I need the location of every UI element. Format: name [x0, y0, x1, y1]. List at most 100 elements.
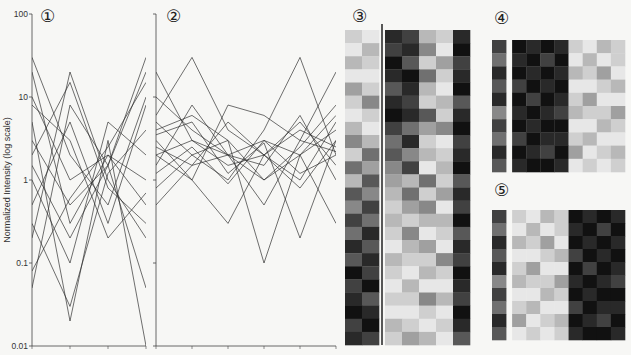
profile-line: [156, 105, 336, 205]
heat-cell: [402, 83, 419, 96]
heat-cell: [402, 306, 419, 319]
heat-cell: [345, 293, 362, 306]
heat-cell: [526, 40, 540, 54]
heat-cell: [492, 40, 506, 54]
y-axis-label: Normalized Intensity (log scale): [2, 117, 12, 243]
heat-cell: [492, 249, 506, 262]
heat-cell: [512, 132, 526, 146]
heat-cell: [540, 301, 554, 314]
heat-cell: [583, 288, 597, 301]
heat-cell: [583, 53, 597, 66]
profile-line: [32, 140, 146, 288]
heat-cell: [583, 80, 597, 94]
heat-cell: [569, 80, 583, 94]
heat-cell: [436, 69, 453, 82]
divider: [381, 24, 383, 345]
y-tick: [153, 263, 156, 264]
heat-cell: [345, 69, 362, 82]
lines: [156, 57, 336, 263]
heat-cell: [345, 30, 362, 43]
heat-cell: [569, 93, 583, 107]
heat-cell: [569, 288, 583, 301]
heat-cell: [419, 240, 436, 253]
heat-cell: [554, 132, 568, 146]
heat-cell: [512, 53, 526, 66]
heat-cell: [453, 332, 470, 345]
heat-cell: [453, 96, 470, 109]
heat-cell: [453, 266, 470, 279]
heat-cell: [492, 301, 506, 314]
heat-cell: [526, 132, 540, 146]
y-tick: [29, 346, 32, 347]
heat-cell: [385, 96, 402, 109]
heat-cell: [597, 236, 611, 249]
heat-cell: [419, 122, 436, 135]
heat-cell: [345, 161, 362, 174]
heat-cell: [569, 262, 583, 275]
heat-cell: [569, 106, 583, 120]
heat-cell: [402, 319, 419, 332]
heat-cell: [362, 30, 379, 43]
heat-cell: [512, 119, 526, 133]
profile-line: [32, 72, 146, 238]
heat-cell: [345, 279, 362, 292]
heat-cell: [611, 66, 625, 80]
heat-cell: [436, 161, 453, 174]
heat-cell: [362, 148, 379, 161]
heat-cell: [611, 223, 625, 236]
heat-cell: [436, 201, 453, 214]
heat-cell: [597, 249, 611, 262]
heat-cell: [569, 314, 583, 327]
heat-cell: [419, 188, 436, 201]
heat-cell: [492, 236, 506, 249]
heat-cell: [345, 188, 362, 201]
heat-cell: [611, 93, 625, 107]
heat-cell: [597, 275, 611, 288]
heat-cell: [345, 253, 362, 266]
heat-cell: [436, 319, 453, 332]
heat-cell: [540, 80, 554, 94]
heat-cell: [419, 56, 436, 69]
heat-cell: [436, 279, 453, 292]
profile-line: [32, 105, 146, 238]
profile-line: [32, 57, 146, 205]
y-tick: [29, 180, 32, 181]
profile-line: [156, 105, 336, 180]
heat-cell: [492, 314, 506, 327]
heat-cell: [453, 319, 470, 332]
y-tick: [29, 97, 32, 98]
heat-cell: [385, 293, 402, 306]
heat-cell: [453, 201, 470, 214]
heat-cell: [526, 262, 540, 275]
heat-cell: [362, 174, 379, 187]
heat-cell: [436, 148, 453, 161]
x-tick: [32, 346, 33, 349]
heat-cell: [453, 240, 470, 253]
heat-cell: [419, 148, 436, 161]
heat-cell: [611, 301, 625, 314]
heat-cell: [512, 314, 526, 327]
heat-cell: [526, 119, 540, 133]
heat-cell: [540, 249, 554, 262]
y-tick-label: 10: [19, 92, 29, 102]
heat-cell: [419, 69, 436, 82]
heat-cell: [526, 93, 540, 107]
figure: 0.010.1110100Normalized Intensity (log s…: [0, 0, 631, 355]
x-tick: [228, 346, 229, 349]
heat-cell: [512, 249, 526, 262]
heat-cell: [362, 109, 379, 122]
heat-cell: [492, 66, 506, 80]
heatmap: [345, 30, 470, 345]
x-tick: [264, 346, 265, 349]
heat-cell: [512, 236, 526, 249]
heat-cell: [419, 135, 436, 148]
heat-cell: [362, 83, 379, 96]
heat-cell: [419, 201, 436, 214]
heat-cell: [597, 53, 611, 66]
x-tick: [300, 346, 301, 349]
heat-cell: [492, 159, 506, 173]
profile-line: [32, 72, 146, 238]
heat-cell: [540, 146, 554, 160]
heat-cell: [492, 106, 506, 120]
heat-cell: [569, 275, 583, 288]
